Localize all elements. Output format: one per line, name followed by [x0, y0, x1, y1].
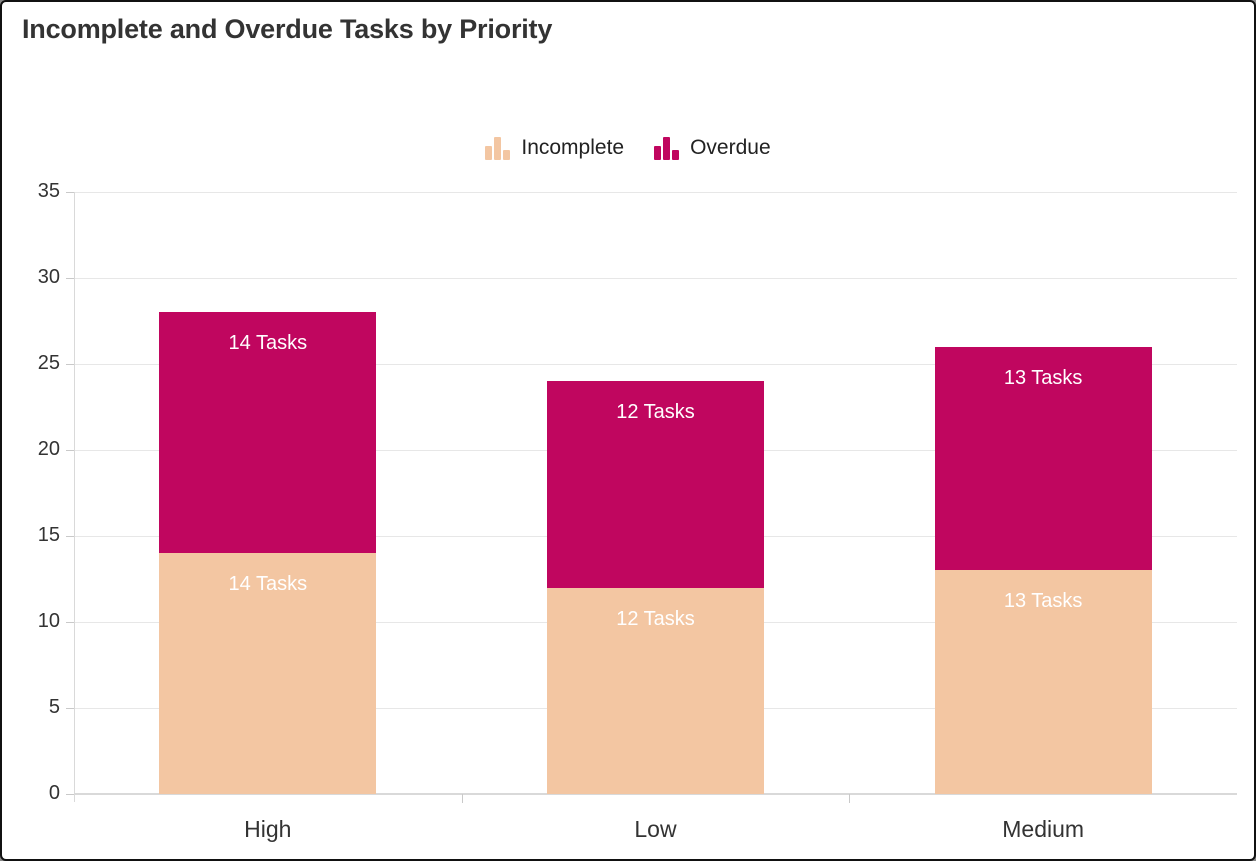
y-axis-label: 35 [37, 180, 60, 202]
legend-item-incomplete[interactable]: Incomplete [485, 136, 624, 160]
bar-value-label: 13 Tasks [1003, 366, 1083, 389]
gridline [74, 192, 1237, 193]
bar-chart-icon [485, 136, 511, 160]
bar-segment-incomplete-high[interactable] [159, 553, 377, 794]
y-axis-tick [66, 278, 74, 279]
x-axis-label-high: High [244, 816, 292, 842]
y-axis-label: 15 [37, 524, 60, 546]
bar-segment-incomplete-medium[interactable] [934, 570, 1152, 794]
chart-title: Incomplete and Overdue Tasks by Priority [22, 14, 553, 44]
legend: Incomplete Overdue [2, 128, 1254, 168]
gridline [74, 793, 1237, 795]
y-axis-tick [66, 364, 74, 365]
x-axis-boundary-tick [461, 794, 463, 803]
y-axis-tick [66, 192, 74, 193]
bar-value-label: 14 Tasks [228, 332, 308, 355]
gridline [74, 278, 1237, 279]
y-axis-label: 5 [48, 696, 60, 718]
y-axis-line [74, 192, 75, 802]
bar-segment-incomplete-low[interactable] [547, 587, 764, 794]
y-axis-tick [66, 450, 74, 451]
bar-value-label: 13 Tasks [1003, 590, 1083, 613]
x-axis-label-medium: Medium [1002, 816, 1085, 842]
bar-segment-overdue-high[interactable] [159, 312, 377, 554]
x-axis-label-low: Low [634, 816, 677, 842]
y-axis-label: 25 [37, 352, 60, 374]
y-axis-label: 30 [37, 266, 60, 288]
y-axis-tick [66, 708, 74, 709]
y-axis-label: 20 [37, 438, 60, 460]
bar-value-label: 12 Tasks [616, 401, 695, 424]
legend-label: Incomplete [521, 136, 625, 159]
x-axis-boundary-tick [849, 794, 851, 803]
y-axis-tick [66, 622, 74, 623]
y-axis-tick [66, 536, 74, 537]
y-axis-label: 0 [48, 782, 60, 804]
bar-segment-overdue-medium[interactable] [934, 346, 1152, 571]
legend-label: Overdue [690, 136, 771, 159]
bar-segment-overdue-low[interactable] [547, 381, 764, 588]
legend-item-overdue[interactable]: Overdue [654, 136, 771, 160]
bar-value-label: 14 Tasks [228, 573, 308, 596]
bar-value-label: 12 Tasks [616, 607, 695, 630]
bar-chart-icon [654, 136, 680, 160]
gridline [74, 364, 1237, 365]
y-axis-label: 10 [37, 610, 60, 632]
y-axis-tick [66, 794, 74, 795]
